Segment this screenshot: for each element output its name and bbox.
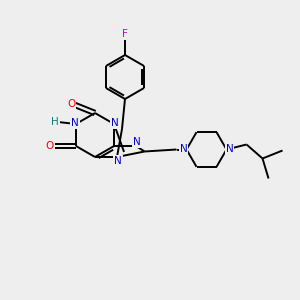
Text: N: N [133,137,141,147]
Text: N: N [111,118,119,128]
Text: F: F [122,29,128,39]
Text: O: O [67,99,75,109]
Text: N: N [226,145,233,154]
Text: N: N [180,145,188,154]
Text: N: N [114,156,122,166]
Text: O: O [46,141,54,151]
Text: H: H [51,117,59,127]
Text: N: N [71,118,79,128]
